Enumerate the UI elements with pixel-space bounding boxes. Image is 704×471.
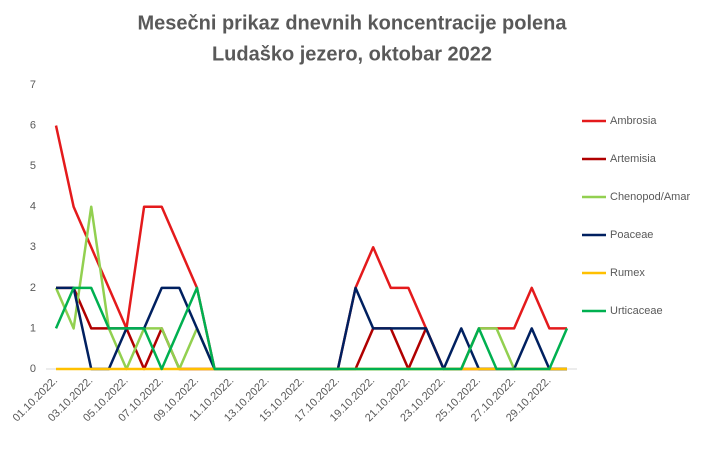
series-line [54, 286, 569, 371]
legend-label: Artemisia [610, 153, 657, 165]
y-tick-label: 3 [30, 241, 36, 253]
y-tick-label: 0 [30, 363, 36, 375]
y-tick-label: 7 [30, 79, 36, 91]
y-tick-label: 4 [30, 201, 36, 213]
legend-label: Poaceae [610, 229, 653, 241]
y-tick-label: 6 [30, 119, 36, 131]
legend-label: Rumex [610, 267, 645, 279]
y-tick-label: 1 [30, 322, 36, 334]
chart-subtitle: Ludaško jezero, oktobar 2022 [212, 43, 492, 65]
legend-label: Urticaceae [610, 305, 663, 317]
y-tick-label: 5 [30, 160, 36, 172]
legend-label: Chenopod/Amar [610, 191, 690, 203]
chart-title: Mesečni prikaz dnevnih koncentracije pol… [137, 12, 567, 34]
series-line [54, 125, 567, 371]
y-tick-label: 2 [30, 282, 36, 294]
legend-label: Ambrosia [610, 115, 657, 127]
